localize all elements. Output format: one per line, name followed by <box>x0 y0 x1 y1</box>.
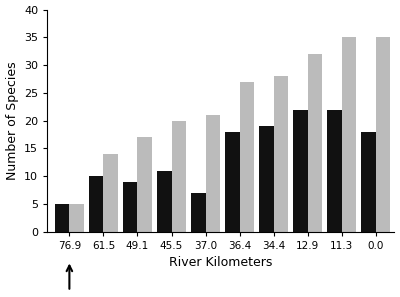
Bar <box>69 204 84 232</box>
Bar <box>376 37 390 232</box>
Bar <box>89 176 104 232</box>
Bar <box>55 204 69 232</box>
Y-axis label: Number of Species: Number of Species <box>6 61 18 180</box>
Bar <box>274 76 288 232</box>
Bar <box>172 121 186 232</box>
Bar <box>157 170 172 232</box>
Bar <box>225 132 240 232</box>
Bar <box>293 110 308 232</box>
Bar <box>308 54 322 232</box>
Bar <box>206 115 220 232</box>
Bar <box>138 137 152 232</box>
Bar <box>327 110 342 232</box>
Bar <box>240 82 254 232</box>
Bar <box>362 132 376 232</box>
Bar <box>104 154 118 232</box>
Bar <box>191 193 206 232</box>
X-axis label: River Kilometers: River Kilometers <box>169 256 272 269</box>
Bar <box>123 182 138 232</box>
Bar <box>342 37 356 232</box>
Bar <box>259 126 274 232</box>
